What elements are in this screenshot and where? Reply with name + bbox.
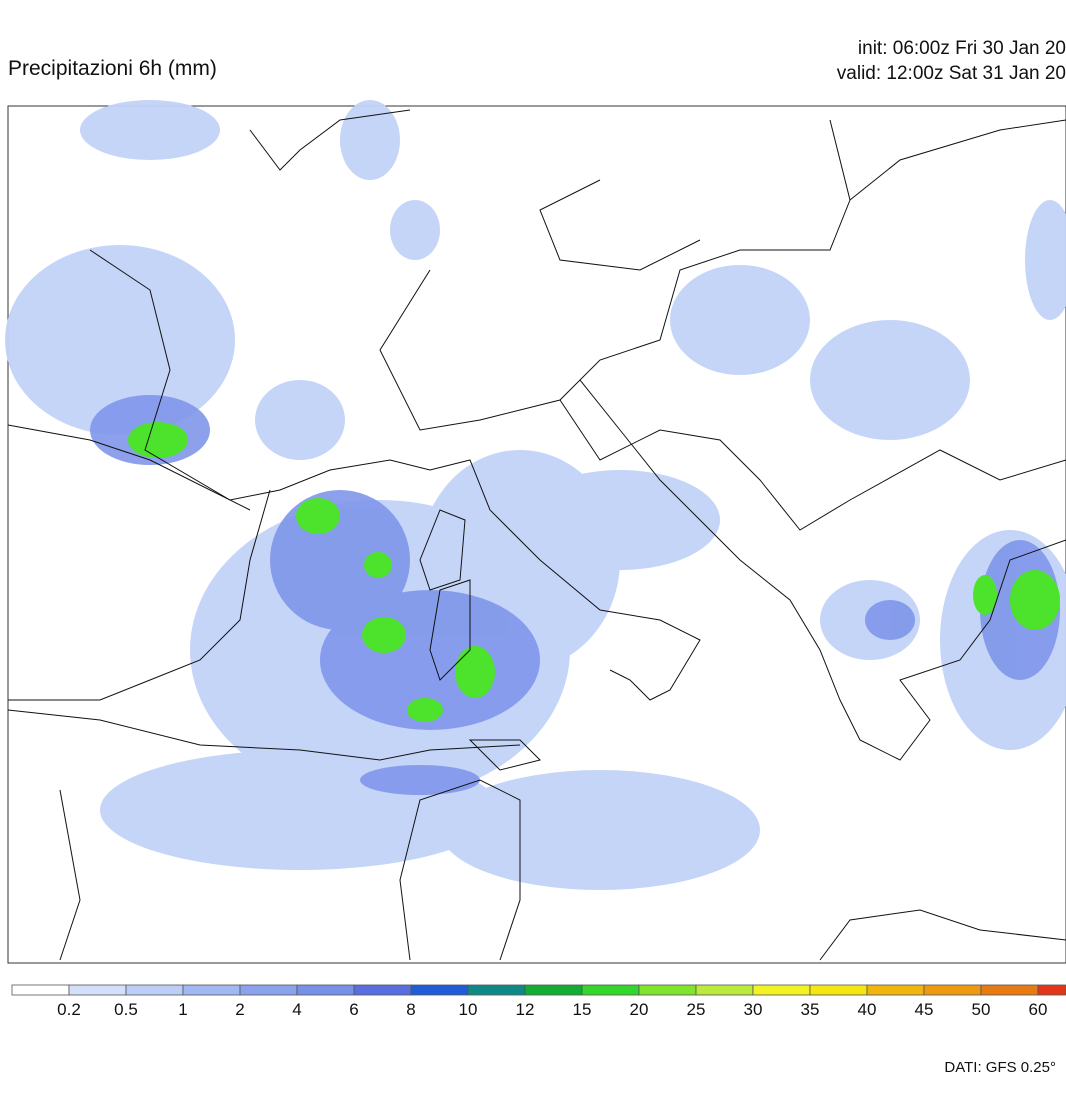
legend-swatch [296,984,355,996]
legend-swatch [809,984,868,996]
legend-label: 2 [235,1000,244,1019]
legend-label: 45 [915,1000,934,1019]
legend-swatch [68,984,127,996]
map [5,100,1066,964]
title: Precipitazioni 6h (mm) [8,57,217,80]
legend-swatch [125,984,184,996]
legend-swatch [923,984,982,996]
legend-label: 6 [349,1000,358,1019]
legend-label: 35 [801,1000,820,1019]
data-source: DATI: GFS 0.25° [944,1059,1056,1076]
legend-label: 8 [406,1000,415,1019]
coastlines-and-borders [7,109,1066,961]
legend-label: 30 [744,1000,763,1019]
legend-label: 20 [630,1000,649,1019]
legend-label: 12 [516,1000,535,1019]
legend-label: 10 [459,1000,478,1019]
legend-swatch [638,984,697,996]
precip-heavy [128,422,1060,722]
legend-label: 50 [972,1000,991,1019]
color-legend: 0.2 0.5 1 2 4 6 8 10 12 15 20 25 30 35 40 45 50 60 [11,984,1066,1019]
legend-label: 60 [1029,1000,1048,1019]
legend-label: 0.2 [57,1000,81,1019]
legend-swatch [239,984,298,996]
legend-label: 15 [573,1000,592,1019]
legend-label: 1 [178,1000,187,1019]
legend-label: 4 [292,1000,301,1019]
valid-time: valid: 12:00z Sat 31 Jan 20 [837,63,1066,84]
legend-swatch [353,984,412,996]
legend-swatch [11,984,70,996]
legend-swatch [866,984,925,996]
legend-swatch [695,984,754,996]
legend-label: 25 [687,1000,706,1019]
init-time: init: 06:00z Fri 30 Jan 20 [858,38,1066,59]
legend-swatch [752,984,811,996]
legend-label: 0.5 [114,1000,138,1019]
legend-swatch [182,984,241,996]
legend-label: 40 [858,1000,877,1019]
legend-swatch [581,984,640,996]
legend-swatch [1037,984,1066,996]
legend-swatch [467,984,526,996]
legend-swatch [524,984,583,996]
legend-swatch [980,984,1039,996]
legend-swatch [410,984,469,996]
